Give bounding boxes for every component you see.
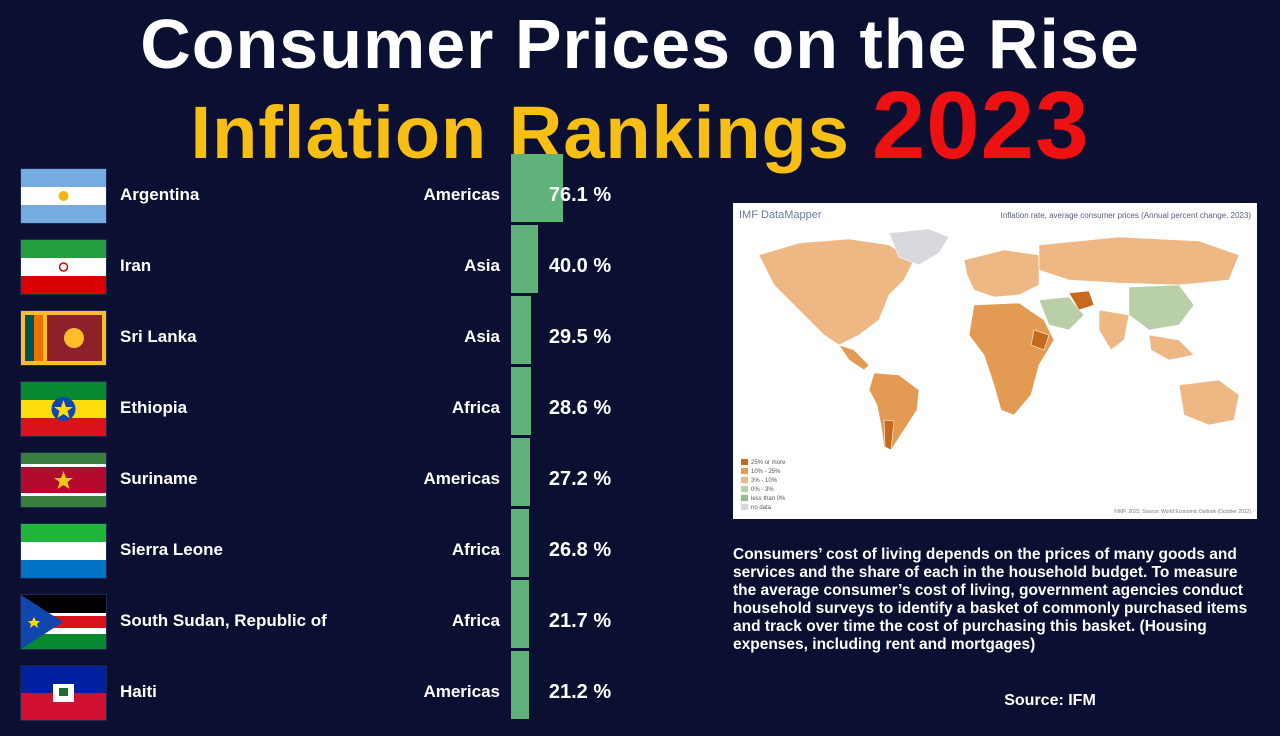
value-label: 26.8 % <box>548 539 612 561</box>
world-map-image <box>758 228 1240 451</box>
legend-swatch <box>741 495 748 502</box>
value-label: 40.0 % <box>548 255 612 277</box>
country-name: Suriname <box>120 469 198 488</box>
region-label: Asia <box>464 256 500 275</box>
legend-swatch <box>741 477 748 484</box>
legend-label: less than 0% <box>751 496 786 502</box>
region-label: Americas <box>423 682 500 701</box>
value-label: 29.5 % <box>548 326 612 348</box>
iran-flag <box>20 239 107 295</box>
legend-label: 25% or more <box>751 460 786 466</box>
legend-label: no data <box>751 505 772 511</box>
legend-swatch <box>741 468 748 475</box>
legend-item: no data <box>741 504 785 513</box>
value-bar <box>511 154 563 222</box>
region-label: Africa <box>451 398 500 417</box>
ranking-row: South Sudan, Republic of Africa 21.7 % <box>0 580 700 665</box>
legend-item: 0% - 3% <box>741 486 785 495</box>
subheadline-year: 2023 <box>871 72 1090 179</box>
value-bar <box>511 296 532 364</box>
country-name: Sri Lanka <box>120 327 197 346</box>
ranking-row: Haiti Americas 21.2 % <box>0 651 700 736</box>
haiti-flag <box>20 665 107 721</box>
legend-label: 0% - 3% <box>751 487 774 493</box>
region-label: Americas <box>423 185 500 204</box>
legend-item: 3% - 10% <box>741 477 785 486</box>
legend-swatch <box>741 459 748 466</box>
value-bar <box>511 580 529 648</box>
ethiopia-flag <box>20 381 107 437</box>
ranking-row: Argentina Americas 76.1 % <box>0 154 700 239</box>
legend-item: 10% - 25% <box>741 468 785 477</box>
region-label: Africa <box>451 540 500 559</box>
ranking-row: Sri Lanka Asia 29.5 % <box>0 296 700 381</box>
legend-label: 10% - 25% <box>751 469 781 475</box>
value-label: 21.2 % <box>548 681 612 703</box>
description-text: Consumers’ cost of living depends on the… <box>733 546 1248 653</box>
legend-label: 3% - 10% <box>751 478 778 484</box>
region-label: Asia <box>464 327 500 346</box>
source-label: Source: IFM <box>1004 692 1096 709</box>
value-bar <box>511 509 530 577</box>
value-bar <box>511 438 530 506</box>
country-name: Haiti <box>120 682 157 701</box>
sri-lanka-flag <box>20 310 107 366</box>
ranking-row: Suriname Americas 27.2 % <box>0 438 700 523</box>
map-legend: 25% or more 10% - 25% 3% - 10% 0% - 3% less … <box>741 459 785 513</box>
ranking-row: Ethiopia Africa 28.6 % <box>0 367 700 452</box>
value-bar <box>511 225 539 293</box>
value-label: 28.6 % <box>548 397 612 419</box>
inflation-map-card: IMF DataMapper Inflation rate, average c… <box>733 203 1257 519</box>
value-label: 21.7 % <box>548 610 612 632</box>
value-label: 27.2 % <box>548 468 612 490</box>
map-footer: ©IMF, 2022, Source: World Economic Outlo… <box>1114 509 1251 515</box>
argentina-flag <box>20 168 107 224</box>
legend-swatch <box>741 504 748 511</box>
headline: Consumer Prices on the Rise <box>140 5 1140 83</box>
country-name: Ethiopia <box>120 398 188 417</box>
country-name: Argentina <box>120 185 200 204</box>
country-name: Iran <box>120 256 152 275</box>
region-label: Africa <box>451 611 500 630</box>
country-name: Sierra Leone <box>120 540 223 559</box>
subheadline: Inflation Rankings 2023 <box>0 78 1280 179</box>
south-sudan-flag <box>20 594 107 650</box>
legend-item: 25% or more <box>741 459 785 468</box>
value-label: 76.1 % <box>548 184 612 206</box>
legend-item: less than 0% <box>741 495 785 504</box>
suriname-flag <box>20 452 107 508</box>
sierra-leone-flag <box>20 523 107 579</box>
country-name: South Sudan, Republic of <box>120 611 327 630</box>
value-bar <box>511 367 531 435</box>
ranking-row: Sierra Leone Africa 26.8 % <box>0 509 700 594</box>
value-bar <box>511 651 529 719</box>
map-title: Inflation rate, average consumer prices … <box>1000 211 1251 220</box>
region-label: Americas <box>423 469 500 488</box>
imf-datamapper-logo: IMF DataMapper <box>739 209 822 221</box>
ranking-row: Iran Asia 40.0 % <box>0 225 700 310</box>
legend-swatch <box>741 486 748 493</box>
